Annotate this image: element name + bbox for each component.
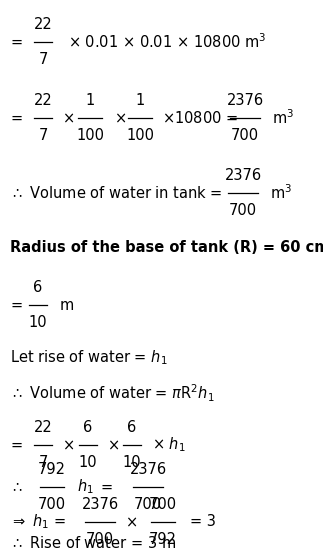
Text: = 3: = 3 [190, 514, 216, 529]
Text: $\times$: $\times$ [125, 514, 137, 529]
Text: 2376: 2376 [81, 497, 119, 512]
Text: 6: 6 [127, 420, 137, 435]
Text: 700: 700 [149, 497, 177, 512]
Text: $\times$: $\times$ [107, 437, 119, 452]
Text: m$^3$: m$^3$ [270, 184, 292, 203]
Text: 7: 7 [38, 52, 48, 67]
Text: $\times$10800 =: $\times$10800 = [162, 110, 238, 126]
Text: $\therefore$ Rise of water = 3 m: $\therefore$ Rise of water = 3 m [10, 535, 176, 551]
Text: =: = [10, 437, 22, 452]
Text: $\times$: $\times$ [62, 110, 74, 125]
Text: 1: 1 [135, 93, 145, 108]
Text: 2376: 2376 [130, 462, 167, 477]
Text: 6: 6 [83, 420, 93, 435]
Text: =: = [10, 34, 22, 49]
Text: $\times$ 0.01 $\times$ 0.01 $\times$ 10800 m$^3$: $\times$ 0.01 $\times$ 0.01 $\times$ 108… [68, 33, 266, 52]
Text: 10: 10 [123, 455, 141, 470]
Text: 2376: 2376 [224, 168, 262, 183]
Text: 22: 22 [34, 17, 52, 32]
Text: 100: 100 [126, 128, 154, 143]
Text: 700: 700 [86, 532, 114, 547]
Text: 100: 100 [76, 128, 104, 143]
Text: $\therefore$: $\therefore$ [10, 480, 23, 495]
Text: =: = [100, 480, 112, 495]
Text: 10: 10 [79, 455, 97, 470]
Text: Let rise of water = $h_1$: Let rise of water = $h_1$ [10, 349, 168, 367]
Text: =: = [10, 110, 22, 125]
Text: 792: 792 [149, 532, 177, 547]
Text: =: = [10, 297, 22, 312]
Text: 7: 7 [38, 455, 48, 470]
Text: 700: 700 [229, 203, 257, 218]
Text: 22: 22 [34, 93, 52, 108]
Text: 6: 6 [33, 280, 43, 295]
Text: $\therefore$ Volume of water = $\pi$R$^2$$h_1$: $\therefore$ Volume of water = $\pi$R$^2… [10, 382, 215, 403]
Text: 700: 700 [134, 497, 162, 512]
Text: 10: 10 [29, 315, 47, 330]
Text: m: m [60, 297, 74, 312]
Text: m$^3$: m$^3$ [272, 109, 294, 127]
Text: 7: 7 [38, 128, 48, 143]
Text: $\times$ $h_1$: $\times$ $h_1$ [152, 436, 186, 455]
Text: 700: 700 [38, 497, 66, 512]
Text: $\therefore$ Volume of water in tank =: $\therefore$ Volume of water in tank = [10, 185, 223, 201]
Text: $\Rightarrow$ $h_1$ =: $\Rightarrow$ $h_1$ = [10, 513, 66, 531]
Text: 792: 792 [38, 462, 66, 477]
Text: 1: 1 [85, 93, 95, 108]
Text: $\times$: $\times$ [114, 110, 126, 125]
Text: 700: 700 [231, 128, 259, 143]
Text: $h_1$: $h_1$ [77, 478, 94, 496]
Text: $\times$: $\times$ [62, 437, 74, 452]
Text: 2376: 2376 [226, 93, 264, 108]
Text: 22: 22 [34, 420, 52, 435]
Text: Radius of the base of tank (R) = 60 cm: Radius of the base of tank (R) = 60 cm [10, 240, 323, 255]
